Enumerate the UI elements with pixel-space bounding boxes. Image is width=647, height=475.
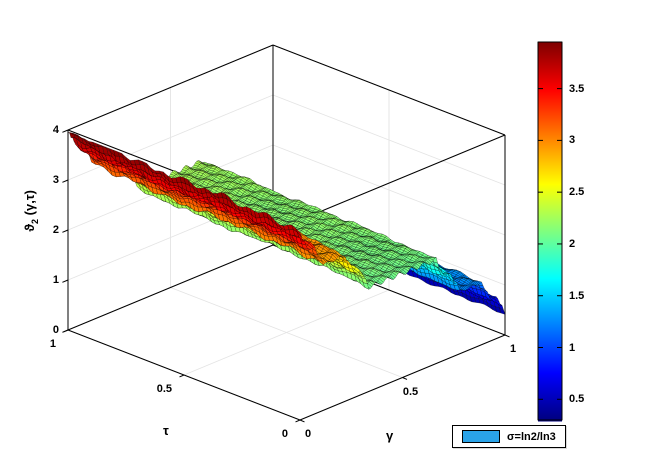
legend: σ=ln2/ln3 (452, 425, 566, 448)
z-axis-title: ϑ2 (γ,τ) (22, 176, 40, 246)
legend-swatch (462, 430, 500, 443)
legend-label: σ=ln2/ln3 (507, 430, 556, 443)
gamma-axis-title: γ (386, 428, 394, 443)
z-axis-title-theta: ϑ (22, 223, 38, 232)
z-axis-title-args: (γ,τ) (22, 190, 38, 216)
z-axis-title-sub: 2 (29, 218, 40, 224)
tau-axis-title: τ (163, 423, 169, 438)
